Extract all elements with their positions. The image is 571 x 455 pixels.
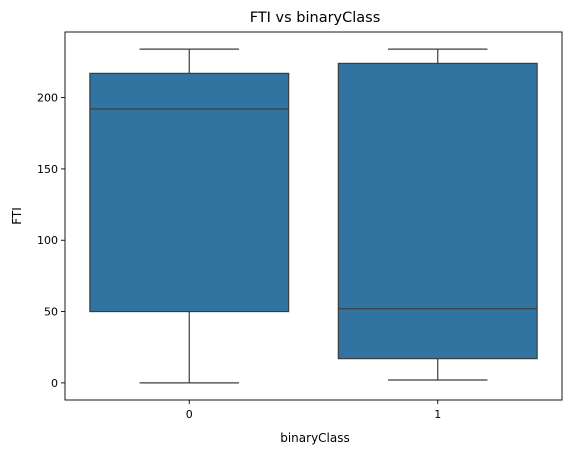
box-0 <box>89 48 290 384</box>
box-1 <box>337 48 538 381</box>
iqr-box-0 <box>89 72 290 313</box>
y-tick-label-50: 50 <box>44 306 58 319</box>
y-tick-label-0: 0 <box>51 377 58 390</box>
axes-frame <box>64 31 563 401</box>
y-axis-label: FTI <box>10 207 24 225</box>
plot-area <box>89 48 538 384</box>
y-axis: 0 50 100 150 200 <box>37 92 65 390</box>
y-tick-label-200: 200 <box>37 92 58 105</box>
iqr-box-1 <box>337 62 538 360</box>
y-tick-label-150: 150 <box>37 163 58 176</box>
chart-title: FTI vs binaryClass <box>250 10 381 26</box>
x-tick-label-1: 1 <box>434 408 441 421</box>
y-tick-label-100: 100 <box>37 234 58 247</box>
x-tick-label-0: 0 <box>186 408 193 421</box>
x-axis-label: binaryClass <box>280 431 350 445</box>
